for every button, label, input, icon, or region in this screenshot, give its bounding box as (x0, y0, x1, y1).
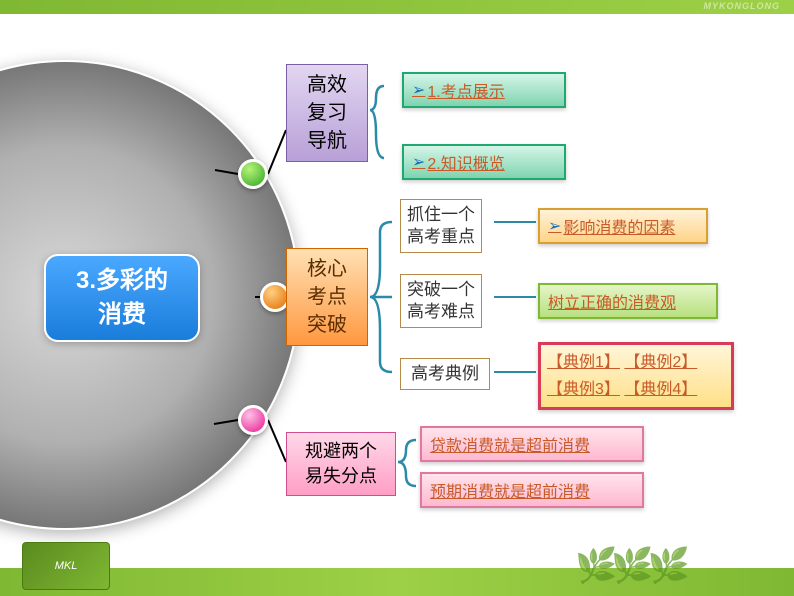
link-label: 树立正确的消费观 (548, 289, 676, 313)
bullet-icon: ➢ (412, 152, 425, 172)
logo-box: MKL (22, 542, 110, 590)
link-label: 预期消费就是超前消费 (430, 478, 590, 502)
link-expected-consumption[interactable]: 预期消费就是超前消费 (420, 472, 644, 508)
branch-2-box: 核心 考点 突破 (286, 248, 368, 346)
bullet-icon: ➢ (412, 80, 425, 100)
example-2-link[interactable]: 【典例2】 (624, 354, 697, 371)
branch-3-box: 规避两个 易失分点 (286, 432, 396, 496)
sub-grasp-key: 抓住一个 高考重点 (400, 199, 482, 253)
branch-dot-1 (238, 159, 268, 189)
link-label: 影响消费的因素 (563, 214, 675, 238)
examples-box: 【典例1】 【典例2】 【典例3】 【典例4】 (538, 342, 734, 410)
root-label: 3.多彩的 消费 (76, 264, 168, 331)
bullet-icon: ➢ (548, 216, 561, 236)
branch-1-box: 高效 复习 导航 (286, 64, 368, 162)
link-knowledge-overview[interactable]: ➢ 2.知识概览 (402, 144, 566, 180)
link-label: 1.考点展示 (427, 78, 504, 102)
link-exam-points[interactable]: ➢ 1.考点展示 (402, 72, 566, 108)
sub-label: 高考典例 (411, 364, 479, 383)
branch-1-label: 高效 复习 导航 (307, 74, 347, 152)
example-1-link[interactable]: 【典例1】 (547, 354, 620, 371)
root-node: 3.多彩的 消费 (44, 254, 200, 342)
branch-2-label: 核心 考点 突破 (307, 258, 347, 336)
link-label: 贷款消费就是超前消费 (430, 432, 590, 456)
branch-dot-3 (238, 405, 268, 435)
logo-text: MKL (55, 560, 78, 572)
link-correct-consumption[interactable]: 树立正确的消费观 (538, 283, 718, 319)
watermark-text: MYKONGLONG (704, 1, 781, 11)
branch-3-label: 规避两个 易失分点 (305, 441, 377, 486)
link-consumption-factors[interactable]: ➢ 影响消费的因素 (538, 208, 708, 244)
link-label: 2.知识概览 (427, 150, 504, 174)
plant-deco-icon: 🌿🌿🌿 (575, 546, 684, 586)
sub-label: 抓住一个 高考重点 (407, 205, 475, 246)
example-4-link[interactable]: 【典例4】 (624, 381, 697, 398)
link-loan-consumption[interactable]: 贷款消费就是超前消费 (420, 426, 644, 462)
sub-examples: 高考典例 (400, 358, 490, 390)
example-3-link[interactable]: 【典例3】 (547, 381, 620, 398)
sub-label: 突破一个 高考难点 (407, 280, 475, 321)
top-banner (0, 0, 794, 14)
sub-break-difficulty: 突破一个 高考难点 (400, 274, 482, 328)
